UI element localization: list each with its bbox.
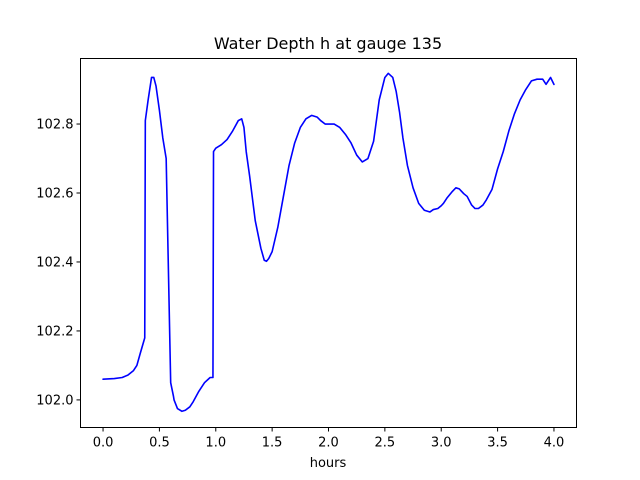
y-axis-ticks: 102.0 102.2 102.4 102.6 102.8 xyxy=(36,118,81,408)
y-tick-label: 102.4 xyxy=(36,255,73,270)
x-tick-label: 3.5 xyxy=(487,436,508,451)
x-axis-ticks: 0.0 0.5 1.0 1.5 2.0 2.5 3.0 3.5 4.0 xyxy=(93,427,565,451)
x-tick-label: 0.5 xyxy=(149,436,170,451)
y-tick-label: 102.6 xyxy=(36,186,73,201)
chart-title: Water Depth h at gauge 135 xyxy=(214,34,442,53)
x-tick-label: 1.0 xyxy=(205,436,226,451)
x-tick-label: 4.0 xyxy=(544,436,565,451)
series-line xyxy=(102,72,555,413)
x-tick-label: 0.0 xyxy=(93,436,114,451)
plot-area-frame xyxy=(80,58,577,428)
y-tick-label: 102.8 xyxy=(36,118,73,133)
x-tick-label: 2.0 xyxy=(318,436,339,451)
x-axis-label: hours xyxy=(310,456,347,471)
y-tick-label: 102.2 xyxy=(36,324,73,339)
x-tick-label: 2.5 xyxy=(375,436,396,451)
y-tick-label: 102.0 xyxy=(36,393,73,408)
x-tick-label: 1.5 xyxy=(262,436,283,451)
x-tick-label: 3.0 xyxy=(431,436,452,451)
